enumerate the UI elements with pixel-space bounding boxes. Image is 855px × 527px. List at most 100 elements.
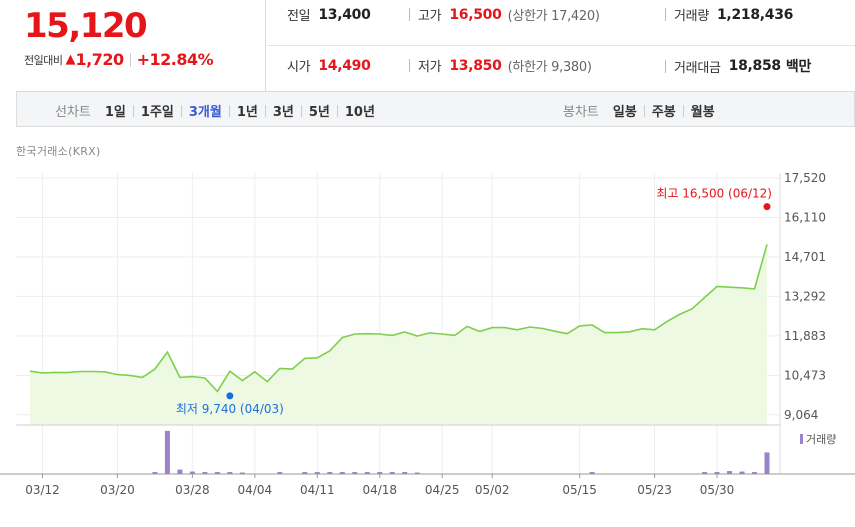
stock-chart: 17,520 16,110 14,701 13,292 11,883 10,473 9,06… xyxy=(0,171,855,497)
stat-label: 시가 xyxy=(287,60,311,75)
stat-high: 고가 16,500 (상한가 17,420) xyxy=(409,5,600,24)
x-tick-label: 05/23 xyxy=(637,483,672,497)
volume-bar xyxy=(339,472,345,474)
stat-label: 거래대금 xyxy=(674,60,721,76)
change-amount: 1,720 xyxy=(75,50,124,69)
stats-divider xyxy=(267,45,855,46)
x-tick-label: 03/28 xyxy=(175,483,210,497)
y-tick-label: 14,701 xyxy=(784,250,826,264)
stat-volume: 거래량 1,218,436 xyxy=(665,5,793,24)
divider xyxy=(132,104,134,117)
divider xyxy=(300,104,302,117)
volume-bar xyxy=(364,472,370,474)
stat-value: 13,400 xyxy=(318,6,371,23)
period-3m[interactable]: 3개월 xyxy=(188,105,222,120)
volume-bar xyxy=(177,469,183,474)
x-tick-label: 03/20 xyxy=(100,483,135,497)
x-tick-label: 05/02 xyxy=(475,483,510,497)
volume-bar xyxy=(302,472,308,474)
stat-label: 저가 xyxy=(418,60,442,75)
change-label: 전일대비 xyxy=(24,53,63,67)
volume-bar xyxy=(327,472,333,474)
volume-bar xyxy=(277,472,283,474)
volume-bar xyxy=(727,471,733,474)
volume-bar xyxy=(214,472,220,474)
line-chart-periods: 선차트 1일 1주일 3개월 1년 3년 5년 10년 xyxy=(55,101,375,120)
volume-bar xyxy=(152,472,158,474)
stat-divider xyxy=(665,8,666,21)
low-annotation: 최저 9,740 (04/03) xyxy=(176,402,284,416)
stats-grid: 전일 13,400 고가 16,500 (상한가 17,420) 거래량 1,2… xyxy=(267,0,855,91)
stat-value: 16,500 xyxy=(449,6,502,23)
stat-divider xyxy=(665,59,666,73)
period-5y[interactable]: 5년 xyxy=(308,105,330,120)
volume-bar xyxy=(314,472,320,474)
data-source: 한국거래소(KRX) xyxy=(16,145,101,158)
price-summary: 15,120 전일대비 ▲ 1,720 +12.84% xyxy=(0,0,266,91)
volume-bar xyxy=(164,430,170,474)
low-point-marker xyxy=(226,392,234,400)
period-1d[interactable]: 1일 xyxy=(104,105,126,120)
stat-label: 거래량 xyxy=(674,9,709,24)
volume-bar xyxy=(227,472,233,474)
period-1w[interactable]: 1주일 xyxy=(140,105,174,120)
period-3y[interactable]: 3년 xyxy=(272,105,294,120)
candle-chart-periods: 봉차트 일봉 주봉 월봉 xyxy=(563,101,715,120)
divider xyxy=(682,104,684,117)
volume-legend-label: 거래량 xyxy=(806,433,836,446)
x-tick-label: 04/04 xyxy=(238,483,273,497)
divider xyxy=(180,104,182,117)
x-tick-label: 04/11 xyxy=(300,483,335,497)
stat-low: 저가 13,850 (하한가 9,380) xyxy=(409,56,592,75)
price-area xyxy=(30,244,767,425)
stat-label: 고가 xyxy=(418,9,442,24)
volume-bar xyxy=(702,472,708,474)
volume-bar xyxy=(714,472,720,474)
volume-bar xyxy=(739,471,745,474)
high-annotation: 최고 16,500 (06/12) xyxy=(656,187,772,201)
candle-monthly[interactable]: 월봉 xyxy=(690,105,715,120)
divider xyxy=(336,104,338,117)
volume-bar xyxy=(402,472,408,474)
stat-value: 18,858 xyxy=(728,58,782,74)
up-triangle-icon: ▲ xyxy=(65,52,76,67)
current-price: 15,120 xyxy=(24,6,148,46)
y-tick-label: 16,110 xyxy=(784,211,826,225)
stat-divider xyxy=(409,8,410,21)
y-tick-label: 10,473 xyxy=(784,368,826,382)
y-tick-label: 13,292 xyxy=(784,289,826,303)
stat-value: 1,218,436 xyxy=(716,6,794,23)
stat-sub: (상한가 17,420) xyxy=(507,9,600,24)
volume-bar xyxy=(202,472,208,474)
volume-bar xyxy=(189,471,195,474)
price-change: 전일대비 ▲ 1,720 +12.84% xyxy=(24,50,214,69)
stat-open: 시가 14,490 xyxy=(287,56,371,76)
stat-value: 13,850 xyxy=(449,57,502,74)
volume-bar xyxy=(389,472,395,474)
volume-bar xyxy=(377,472,383,474)
candle-chart-title: 봉차트 xyxy=(563,105,599,120)
stat-prev-close: 전일 13,400 xyxy=(287,5,371,25)
period-10y[interactable]: 10년 xyxy=(344,105,375,120)
volume-bar xyxy=(414,472,420,474)
candle-daily[interactable]: 일봉 xyxy=(612,105,637,120)
stat-label: 전일 xyxy=(287,9,311,24)
period-1y[interactable]: 1년 xyxy=(236,105,258,120)
x-tick-label: 04/18 xyxy=(362,483,397,497)
x-tick-label: 03/12 xyxy=(25,483,60,497)
stat-unit: 백만 xyxy=(785,59,812,75)
stat-sub: (하한가 9,380) xyxy=(507,60,592,75)
change-divider xyxy=(129,52,131,67)
candle-weekly[interactable]: 주봉 xyxy=(651,105,676,120)
volume-legend-swatch xyxy=(800,434,803,444)
volume-bar xyxy=(239,472,245,474)
stat-amount: 거래대금 18,858 백만 xyxy=(665,56,811,76)
volume-bar xyxy=(589,472,595,474)
x-tick-label: 05/15 xyxy=(562,483,597,497)
divider xyxy=(643,104,645,117)
line-chart-title: 선차트 xyxy=(55,105,91,120)
divider xyxy=(264,104,266,117)
y-tick-label: 9,064 xyxy=(784,408,818,422)
y-tick-label: 11,883 xyxy=(784,329,826,343)
high-point-marker xyxy=(763,203,771,211)
